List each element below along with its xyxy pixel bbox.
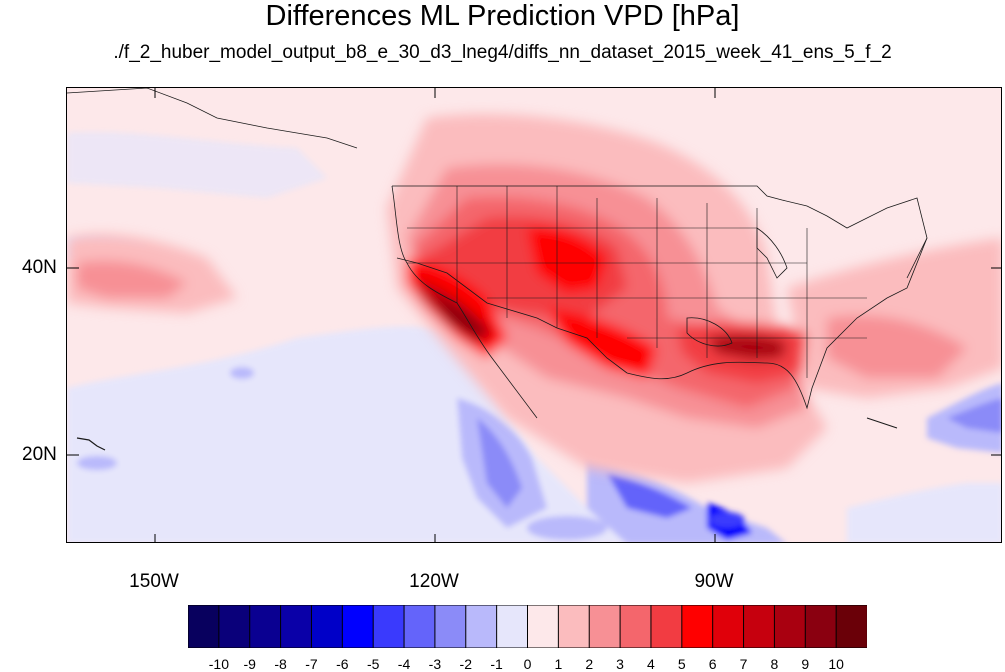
- colorbar-label: 1: [554, 656, 563, 672]
- colorbar-swatch: [496, 605, 529, 648]
- colorbar-swatch: [650, 605, 683, 648]
- colorbar-swatches: [188, 605, 867, 648]
- plot-subtitle: ./f_2_huber_model_output_b8_e_30_d3_lneg…: [113, 42, 892, 63]
- colorbar-label: 2: [585, 656, 594, 672]
- gulf-atlantic-coast: [626, 237, 928, 410]
- colorbar-label: 4: [647, 656, 655, 672]
- lon-tick-90w: 90W: [694, 571, 734, 592]
- colorbar-swatch: [249, 605, 282, 648]
- colorbar-swatch: [619, 605, 652, 648]
- colorbar-label: 9: [801, 656, 810, 672]
- colorbar-label: -1: [490, 656, 503, 672]
- colorbar-swatch: [712, 605, 745, 648]
- lon-tick-120w: 120W: [409, 571, 459, 592]
- colorbar-swatch: [804, 605, 838, 648]
- us-canada-border: [392, 185, 928, 279]
- colorbar-swatch: [773, 605, 807, 648]
- colorbar-swatch: [218, 605, 251, 648]
- frame-ticks: [67, 88, 1001, 542]
- colorbar-swatch: [434, 605, 467, 648]
- caribbean-islands: [866, 417, 898, 429]
- alaska-coast: [67, 88, 358, 149]
- negative-anomaly-regions: [67, 131, 1001, 542]
- colorbar-swatch: [403, 605, 436, 648]
- colorbar-swatch: [310, 605, 344, 648]
- lat-tick-40n: 40N: [22, 257, 57, 278]
- colorbar-swatch: [681, 605, 714, 648]
- colorbar-swatch: [188, 605, 220, 648]
- colorbar-label: 0: [523, 656, 532, 672]
- colorbar-swatch: [280, 605, 313, 648]
- colorbar-label: -5: [366, 656, 380, 672]
- colorbar-swatch: [341, 605, 375, 648]
- us-mexico-border: [396, 257, 628, 374]
- colorbar-label: -9: [243, 656, 256, 672]
- colorbar-swatch: [835, 605, 867, 648]
- colorbar-label: -7: [305, 656, 318, 672]
- colorbar-label: 10: [828, 656, 844, 672]
- colorbar-label: 5: [677, 656, 686, 672]
- lake-outline: [686, 317, 733, 347]
- lat-tick-20n: 20N: [22, 444, 57, 465]
- state-lines: [407, 186, 867, 378]
- map-panel: [66, 87, 1002, 543]
- plot-title: Differences ML Prediction VPD [hPa]: [265, 0, 740, 32]
- colorbar-swatch: [588, 605, 621, 648]
- great-lakes-outline: [756, 227, 788, 279]
- colorbar: [188, 605, 867, 648]
- colorbar-label: 7: [739, 656, 748, 672]
- colorbar-label: -2: [459, 656, 472, 672]
- vpd-difference-map: [67, 88, 1001, 542]
- colorbar-label: -6: [336, 656, 349, 672]
- lon-tick-150w: 150W: [129, 571, 179, 592]
- colorbar-label: -8: [274, 656, 287, 672]
- boundaries: [67, 88, 928, 451]
- colorbar-swatch: [465, 605, 498, 648]
- colorbar-swatch: [527, 605, 560, 648]
- colorbar-swatch: [372, 605, 405, 648]
- colorbar-label: 3: [616, 656, 624, 672]
- colorbar-swatch: [743, 605, 776, 648]
- colorbar-label: 6: [708, 656, 717, 672]
- colorbar-label: -10: [208, 656, 229, 672]
- colorbar-label: -4: [397, 656, 411, 672]
- colorbar-label: -3: [428, 656, 442, 672]
- colorbar-swatch: [557, 605, 591, 648]
- colorbar-label: 8: [770, 656, 779, 672]
- hawaii-islands: [76, 437, 106, 451]
